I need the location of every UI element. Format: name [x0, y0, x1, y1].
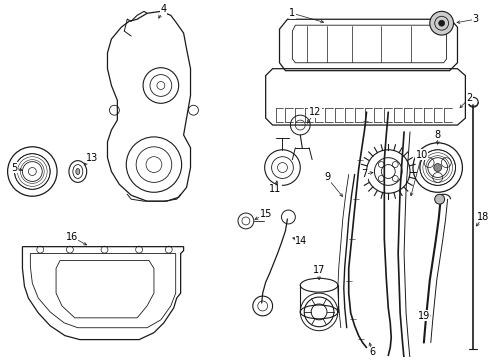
Text: 13: 13	[85, 153, 98, 163]
Text: 3: 3	[471, 14, 477, 24]
Text: 18: 18	[476, 212, 488, 222]
Circle shape	[438, 20, 444, 26]
Text: 15: 15	[259, 209, 271, 219]
Text: 7: 7	[361, 170, 367, 180]
Text: 5: 5	[11, 163, 18, 172]
Text: 19: 19	[417, 311, 429, 321]
Text: 16: 16	[65, 232, 78, 242]
Text: 17: 17	[312, 265, 325, 275]
Circle shape	[429, 12, 452, 35]
Text: 4: 4	[161, 4, 166, 14]
Text: 8: 8	[434, 130, 440, 140]
Text: 1: 1	[289, 8, 295, 18]
Circle shape	[434, 194, 444, 204]
Text: 2: 2	[465, 93, 471, 103]
Text: 10: 10	[415, 150, 427, 160]
Text: 11: 11	[269, 184, 281, 194]
Text: 6: 6	[368, 347, 375, 357]
Circle shape	[433, 163, 441, 171]
Text: 14: 14	[295, 236, 307, 246]
Text: 12: 12	[308, 107, 321, 117]
Ellipse shape	[76, 168, 80, 175]
Text: 9: 9	[323, 172, 329, 183]
